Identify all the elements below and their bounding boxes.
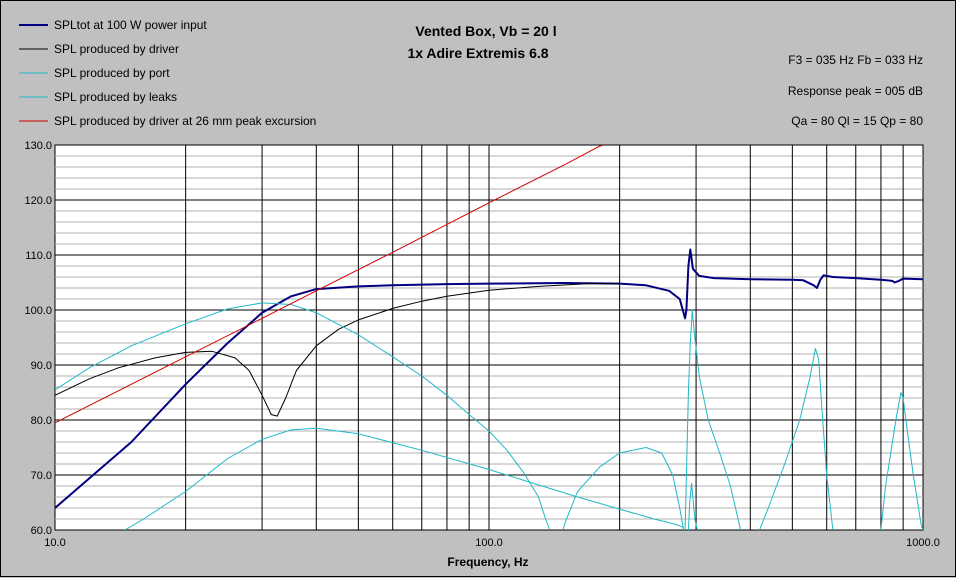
x-tick-label: 1000.0 bbox=[906, 537, 940, 549]
grid bbox=[55, 145, 923, 530]
x-axis-ticks: 10.0 100.0 1000.0 bbox=[44, 537, 940, 549]
y-tick-label: 110.0 bbox=[25, 250, 52, 262]
series-line-5 bbox=[684, 309, 742, 530]
series-line-9 bbox=[55, 145, 604, 424]
info-response-peak: Response peak = 005 dB bbox=[788, 84, 923, 98]
chart-title-line2: 1x Adire Extremis 6.8 bbox=[407, 45, 548, 61]
series-line-0 bbox=[55, 248, 923, 509]
info-f3-fb: F3 = 035 Hz Fb = 033 Hz bbox=[788, 53, 923, 67]
y-tick-label: 120.0 bbox=[24, 195, 52, 207]
series-line-3 bbox=[124, 427, 684, 530]
y-tick-label: 90.0 bbox=[31, 360, 52, 372]
series-line-6 bbox=[687, 482, 698, 530]
series-group bbox=[55, 145, 923, 530]
legend-label-driver: SPL produced by driver bbox=[54, 42, 179, 56]
y-tick-label: 60.0 bbox=[31, 525, 52, 537]
x-tick-label: 10.0 bbox=[44, 537, 65, 549]
x-tick-label: 100.0 bbox=[475, 537, 503, 549]
legend: SPLtot at 100 W power input SPL produced… bbox=[19, 18, 316, 128]
series-line-7 bbox=[759, 348, 834, 530]
info-q-values: Qa = 80 Ql = 15 Qp = 80 bbox=[791, 114, 923, 128]
series-line-4 bbox=[562, 447, 685, 530]
legend-label-spltot: SPLtot at 100 W power input bbox=[54, 18, 207, 32]
y-tick-label: 80.0 bbox=[31, 415, 52, 427]
chart-title-line1: Vented Box, Vb = 20 l bbox=[415, 23, 556, 39]
x-axis-label: Frequency, Hz bbox=[447, 555, 528, 569]
y-tick-label: 130.0 bbox=[24, 140, 52, 152]
legend-label-leaks: SPL produced by leaks bbox=[54, 90, 177, 104]
y-axis-ticks: 60.0 70.0 80.0 90.0 100.0 110.0 120.0 130.0 bbox=[24, 140, 52, 537]
series-line-1 bbox=[55, 283, 620, 417]
legend-label-excursion: SPL produced by driver at 26 mm peak exc… bbox=[54, 114, 316, 128]
y-tick-label: 70.0 bbox=[31, 470, 52, 482]
series-line-2 bbox=[55, 302, 551, 530]
y-tick-label: 100.0 bbox=[24, 305, 52, 317]
legend-label-port: SPL produced by port bbox=[54, 66, 170, 80]
series-line-8 bbox=[880, 392, 923, 530]
